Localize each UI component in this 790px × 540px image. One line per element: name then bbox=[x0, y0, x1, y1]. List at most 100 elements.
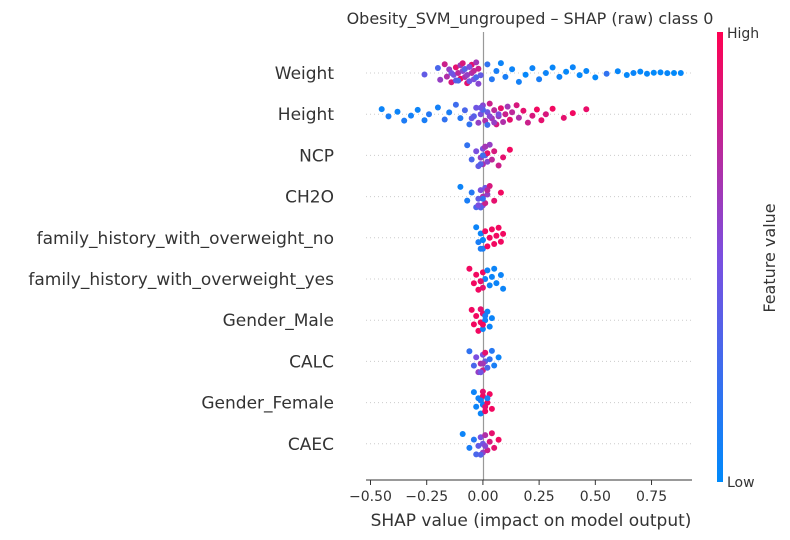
data-point bbox=[475, 195, 482, 202]
data-point bbox=[475, 202, 482, 209]
data-point bbox=[495, 436, 502, 443]
data-point bbox=[488, 315, 495, 322]
data-point bbox=[486, 282, 493, 289]
data-point bbox=[491, 148, 498, 155]
data-point bbox=[542, 70, 549, 76]
data-point bbox=[477, 451, 484, 458]
data-point bbox=[630, 70, 637, 76]
feature-label: Height bbox=[278, 105, 335, 125]
colorbar-high-label: High bbox=[727, 26, 759, 42]
data-point bbox=[457, 183, 464, 190]
x-tick-label: 0.00 bbox=[467, 489, 498, 505]
data-point bbox=[468, 189, 475, 196]
data-point bbox=[484, 158, 491, 165]
data-point bbox=[470, 280, 477, 287]
data-point bbox=[515, 78, 522, 85]
data-point bbox=[468, 156, 475, 163]
data-point bbox=[466, 78, 473, 85]
data-point bbox=[484, 364, 491, 371]
chart-title: Obesity_SVM_ungrouped – SHAP (raw) class… bbox=[347, 9, 714, 29]
data-point bbox=[506, 146, 513, 153]
data-point bbox=[477, 397, 484, 404]
x-axis-label: SHAP value (impact on model output) bbox=[371, 511, 692, 531]
data-point bbox=[441, 61, 448, 68]
data-point bbox=[475, 119, 482, 126]
data-point bbox=[556, 73, 563, 80]
data-point bbox=[664, 70, 671, 77]
data-point bbox=[495, 162, 502, 169]
data-point bbox=[473, 313, 480, 319]
data-point bbox=[529, 65, 536, 72]
data-point bbox=[461, 107, 468, 114]
data-point bbox=[677, 70, 684, 76]
data-point bbox=[455, 77, 462, 84]
data-point bbox=[468, 306, 475, 313]
data-point bbox=[495, 111, 502, 118]
data-point bbox=[482, 276, 489, 282]
data-point bbox=[473, 224, 480, 231]
data-point bbox=[488, 347, 495, 354]
data-point bbox=[495, 354, 502, 361]
data-points bbox=[378, 59, 684, 458]
data-point bbox=[644, 70, 650, 77]
data-point bbox=[491, 265, 498, 272]
data-point bbox=[394, 108, 401, 115]
data-point bbox=[493, 280, 500, 287]
data-point bbox=[441, 116, 448, 123]
data-point bbox=[470, 389, 477, 396]
data-point bbox=[464, 197, 471, 204]
data-point bbox=[479, 269, 486, 276]
data-point bbox=[671, 70, 677, 76]
data-point bbox=[592, 74, 599, 81]
data-point bbox=[522, 71, 529, 78]
data-point bbox=[479, 195, 486, 202]
data-point bbox=[477, 187, 484, 194]
data-point bbox=[486, 323, 493, 330]
data-point bbox=[426, 111, 432, 118]
data-point bbox=[495, 224, 502, 231]
data-point bbox=[560, 114, 567, 121]
data-point bbox=[473, 451, 480, 458]
data-point bbox=[538, 117, 545, 124]
data-point bbox=[473, 271, 480, 278]
data-point bbox=[497, 272, 504, 278]
x-tick-label: 0.75 bbox=[636, 489, 667, 505]
data-point bbox=[486, 100, 493, 107]
data-point bbox=[482, 349, 489, 356]
data-point bbox=[421, 117, 428, 124]
data-point bbox=[524, 119, 531, 126]
data-point bbox=[479, 388, 486, 395]
colorbar-title: Feature value bbox=[760, 203, 779, 312]
data-point bbox=[421, 71, 428, 78]
data-point bbox=[569, 64, 576, 71]
data-point bbox=[497, 238, 504, 245]
data-point bbox=[491, 241, 498, 247]
data-point bbox=[486, 113, 493, 120]
data-point bbox=[502, 73, 509, 80]
data-point bbox=[464, 142, 471, 149]
data-point bbox=[466, 444, 473, 451]
data-point bbox=[497, 105, 504, 112]
data-point bbox=[470, 321, 477, 328]
data-point bbox=[457, 115, 464, 122]
feature-label: CH2O bbox=[285, 188, 334, 208]
data-point bbox=[475, 239, 482, 246]
data-point bbox=[466, 121, 473, 128]
data-point bbox=[491, 107, 498, 114]
data-point bbox=[520, 107, 527, 114]
data-point bbox=[443, 73, 450, 80]
data-point bbox=[446, 109, 453, 116]
data-point bbox=[470, 67, 477, 74]
data-point bbox=[500, 119, 507, 125]
data-point bbox=[576, 72, 583, 79]
data-point bbox=[488, 405, 495, 412]
data-point bbox=[455, 70, 462, 76]
data-point bbox=[464, 72, 471, 78]
data-point bbox=[473, 59, 480, 66]
data-point bbox=[509, 109, 516, 116]
data-point bbox=[479, 326, 486, 332]
feature-label: CAEC bbox=[288, 435, 334, 455]
data-point bbox=[477, 278, 484, 285]
data-point bbox=[482, 228, 489, 235]
data-point bbox=[493, 232, 500, 239]
